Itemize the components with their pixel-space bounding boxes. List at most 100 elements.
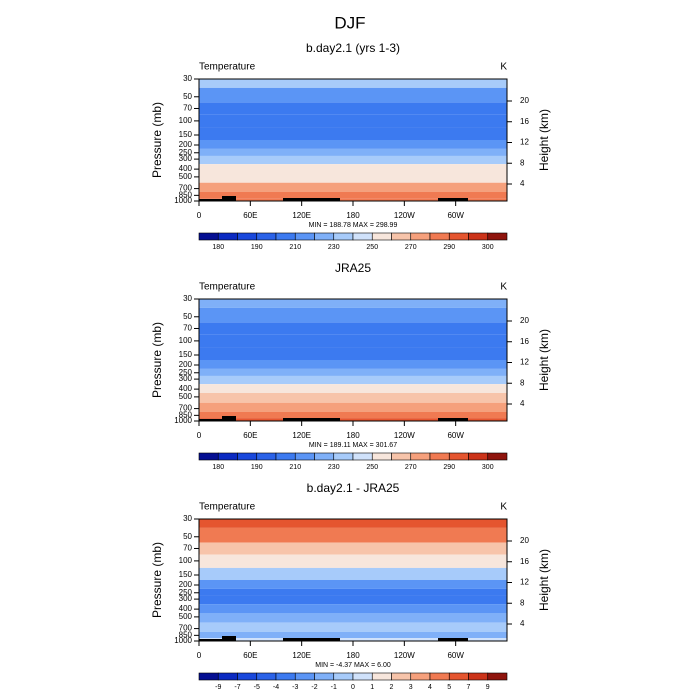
colorbar-box <box>487 452 508 461</box>
contour-band <box>199 631 507 639</box>
topography <box>438 198 468 201</box>
colorbar-label: 7 <box>467 684 471 691</box>
y-tick-label: 500 <box>179 612 193 621</box>
contour-band <box>199 368 507 376</box>
colorbar-box <box>333 232 354 241</box>
y-tick-label: 300 <box>179 154 193 163</box>
contour-band <box>199 191 507 199</box>
colorbar-box <box>314 672 335 681</box>
colorbar-label: 0 <box>351 684 355 691</box>
y-tick-label: 150 <box>179 350 193 359</box>
colorbar-box <box>468 232 489 241</box>
colorbar-box <box>371 232 392 241</box>
colorbar-label: 230 <box>328 244 340 251</box>
y-axis-title: Pressure (mb) <box>150 102 164 178</box>
x-tick-label: 60E <box>243 211 257 220</box>
contour-band <box>199 307 507 323</box>
colorbar-box <box>468 452 489 461</box>
x-tick-label: 180 <box>346 211 360 220</box>
y2-tick-label: 20 <box>520 96 529 105</box>
topography <box>283 418 340 421</box>
y-tick-label: 850 <box>179 630 193 639</box>
min-max: MIN = 188.78 MAX = 298.99 <box>309 222 398 229</box>
contour-band <box>199 554 507 568</box>
contour-band <box>199 604 507 614</box>
colorbar-box <box>294 452 315 461</box>
y-tick-label: 200 <box>179 580 193 589</box>
contour-band <box>199 402 507 412</box>
y-tick-label: 70 <box>183 324 192 333</box>
panel-title: JRA25 <box>335 261 371 275</box>
colorbar-label: -7 <box>234 684 240 691</box>
y-tick-label: 400 <box>179 384 193 393</box>
x-tick-label: 180 <box>346 651 360 660</box>
contour-band <box>199 299 507 308</box>
y-tick-label: 250 <box>179 148 193 157</box>
y-tick-label: 70 <box>183 104 192 113</box>
right-label: K <box>500 282 507 293</box>
colorbar-box <box>410 452 431 461</box>
y-tick-label: 70 <box>183 544 192 553</box>
colorbar-label: 250 <box>366 244 378 251</box>
y2-tick-label: 8 <box>520 598 525 607</box>
contour-band <box>199 567 507 580</box>
y2-tick-label: 12 <box>520 138 529 147</box>
contour-band <box>199 519 507 528</box>
x-tick-label: 60W <box>447 211 464 220</box>
x-tick-label: 180 <box>346 431 360 440</box>
contour-band <box>199 102 507 115</box>
colorbar-box <box>256 452 277 461</box>
colorbar-box <box>429 232 450 241</box>
y2-tick-label: 8 <box>520 158 525 167</box>
colorbar-box <box>352 232 373 241</box>
y-tick-label: 100 <box>179 336 193 345</box>
y-tick-label: 100 <box>179 556 193 565</box>
y-tick-label: 1000 <box>174 196 192 205</box>
x-tick-label: 120E <box>292 431 311 440</box>
colorbar-label: 250 <box>366 464 378 471</box>
contour-band <box>199 360 507 369</box>
y2-tick-label: 12 <box>520 358 529 367</box>
colorbar-box <box>391 452 412 461</box>
colorbar-box <box>294 232 315 241</box>
panel-title: b.day2.1 - JRA25 <box>307 481 400 495</box>
y-tick-label: 400 <box>179 164 193 173</box>
x-tick-label: 60W <box>447 651 464 660</box>
y-tick-label: 1000 <box>174 636 192 645</box>
right-label: K <box>500 62 507 73</box>
contour-band <box>199 322 507 335</box>
colorbar-label: 3 <box>409 684 413 691</box>
topography <box>199 199 222 201</box>
y-axis-title: Pressure (mb) <box>150 322 164 398</box>
colorbar-box <box>352 452 373 461</box>
colorbar-label: -3 <box>292 684 298 691</box>
contour-band <box>199 588 507 596</box>
contour-band <box>199 155 507 165</box>
colorbar-box <box>275 232 296 241</box>
y-tick-label: 700 <box>179 624 193 633</box>
colorbar-box <box>217 452 238 461</box>
y-axis-title: Pressure (mb) <box>150 542 164 618</box>
contour-band <box>199 347 507 360</box>
contour-band <box>199 638 507 641</box>
colorbar-box <box>333 672 354 681</box>
contour-band <box>199 527 507 543</box>
topography <box>199 419 222 421</box>
y-tick-label: 150 <box>179 130 193 139</box>
y-tick-label: 30 <box>183 514 192 523</box>
colorbar-label: 180 <box>212 464 224 471</box>
y2-axis-title: Height (km) <box>537 109 551 171</box>
colorbar-label: 5 <box>447 684 451 691</box>
colorbar-box <box>314 232 335 241</box>
x-tick-label: 60E <box>243 431 257 440</box>
min-max: MIN = -4.37 MAX = 6.00 <box>315 662 391 669</box>
x-tick-label: 60E <box>243 651 257 660</box>
y2-tick-label: 16 <box>520 117 529 126</box>
y2-tick-label: 20 <box>520 536 529 545</box>
colorbar-box <box>352 672 373 681</box>
y-tick-label: 250 <box>179 368 193 377</box>
min-max: MIN = 189.11 MAX = 301.67 <box>309 442 397 449</box>
contour-band <box>199 334 507 348</box>
colorbar-box <box>198 452 219 461</box>
